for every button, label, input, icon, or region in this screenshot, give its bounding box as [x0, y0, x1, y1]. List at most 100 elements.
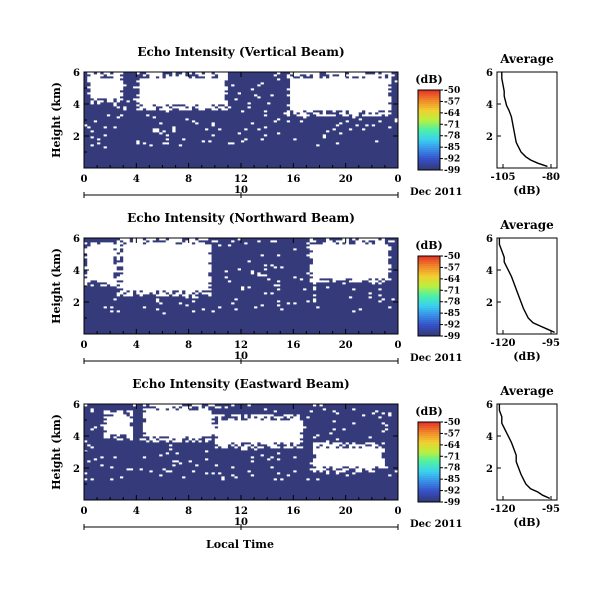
heatmap-cell — [146, 98, 150, 101]
heatmap-cell — [211, 100, 216, 103]
heatmap-cell — [142, 162, 147, 165]
heatmap-cell — [227, 158, 232, 161]
heatmap-cell — [106, 128, 111, 131]
heatmap-cell — [93, 134, 98, 137]
heatmap-cell — [103, 122, 108, 125]
heatmap-cell — [139, 82, 144, 85]
heatmap-cell — [116, 162, 121, 165]
heatmap-cell — [263, 72, 268, 75]
heatmap-cell — [221, 112, 226, 115]
heatmap-cell — [116, 90, 121, 93]
heatmap-cell — [182, 112, 186, 115]
heatmap-cell — [113, 92, 118, 95]
heatmap-cell — [283, 134, 288, 137]
heatmap-cell — [241, 80, 245, 83]
heatmap-cell — [126, 120, 131, 123]
heatmap-cell — [103, 88, 108, 91]
heatmap-cell — [139, 144, 144, 147]
heatmap-cell — [133, 166, 137, 169]
heatmap-cell — [208, 96, 212, 99]
heatmap-cell — [237, 98, 242, 101]
heatmap-cell — [126, 154, 131, 157]
heatmap-cell — [146, 150, 150, 153]
heatmap-cell — [97, 154, 101, 157]
heatmap-cell — [106, 88, 111, 91]
heatmap-cell — [100, 138, 105, 141]
heatmap-cell — [93, 132, 98, 135]
heatmap-cell — [211, 136, 216, 139]
heatmap-cell — [263, 158, 268, 161]
heatmap-cell — [172, 158, 176, 161]
heatmap-cell — [283, 102, 288, 105]
heatmap-cell — [100, 146, 105, 149]
heatmap-cell — [257, 78, 262, 81]
heatmap-cell — [257, 118, 262, 121]
heatmap-cell — [175, 134, 180, 137]
heatmap-cell — [110, 134, 114, 137]
heatmap-cell — [276, 138, 281, 141]
heatmap-cell — [87, 156, 91, 159]
heatmap-cell — [267, 108, 271, 111]
heatmap-cell — [172, 124, 176, 127]
heatmap-cell — [169, 154, 173, 157]
heatmap-cell — [172, 92, 176, 95]
heatmap-cell — [231, 132, 235, 135]
heatmap-cell — [136, 92, 140, 95]
heatmap-cell — [93, 150, 98, 153]
heatmap-cell — [129, 124, 134, 127]
heatmap-cell — [155, 144, 160, 147]
heatmap-cell — [244, 128, 248, 131]
heatmap-cell — [185, 88, 190, 91]
heatmap-cell — [129, 150, 134, 153]
heatmap-cell — [149, 76, 154, 79]
heatmap-cell — [280, 136, 284, 139]
heatmap-cell — [247, 98, 252, 101]
heatmap-cell — [139, 128, 144, 131]
heatmap-cell — [146, 144, 150, 147]
y-tick-label: 2 — [73, 132, 80, 143]
heatmap-cell — [110, 164, 114, 167]
heatmap-cell — [191, 118, 196, 121]
heatmap-cell — [90, 104, 95, 107]
heatmap-cell — [87, 96, 91, 99]
heatmap-cell — [162, 84, 167, 87]
heatmap-cell — [250, 88, 255, 91]
heatmap-cell — [260, 102, 265, 105]
heatmap-cell — [208, 160, 212, 163]
heatmap-cell — [218, 142, 222, 145]
heatmap-cell — [191, 158, 196, 161]
heatmap-cell — [237, 152, 242, 155]
heatmap-cell — [267, 138, 271, 141]
heatmap-cell — [237, 120, 242, 123]
heatmap-cell — [123, 78, 127, 81]
heatmap-cell — [113, 138, 118, 141]
heatmap-cell — [270, 158, 275, 161]
heatmap-cell — [116, 134, 121, 137]
heatmap-cell — [273, 156, 278, 159]
heatmap-cell — [84, 116, 88, 119]
heatmap-cell — [142, 96, 147, 99]
heatmap-cell — [146, 126, 150, 129]
heatmap-cell — [221, 158, 226, 161]
heatmap-cell — [126, 152, 131, 155]
heatmap-cell — [155, 108, 160, 111]
heatmap-cell — [97, 152, 101, 155]
heatmap-cell — [110, 100, 114, 103]
heatmap-cell — [198, 150, 203, 153]
heatmap-cell — [159, 154, 163, 157]
heatmap-cell — [254, 164, 258, 167]
heatmap-cell — [208, 90, 212, 93]
heatmap-cell — [162, 146, 167, 149]
heatmap-cell — [208, 140, 212, 143]
heatmap-cell — [84, 100, 88, 103]
heatmap-cell — [280, 84, 284, 87]
heatmap-cell — [201, 128, 206, 131]
heatmap-cell — [198, 124, 203, 127]
heatmap-cell — [172, 120, 176, 123]
heatmap-cell — [211, 162, 216, 165]
heatmap-cell — [129, 100, 134, 103]
heatmap-cell — [241, 104, 245, 107]
heatmap-cell — [182, 130, 186, 133]
heatmap-cell — [234, 74, 239, 77]
heatmap-cell — [191, 88, 196, 91]
